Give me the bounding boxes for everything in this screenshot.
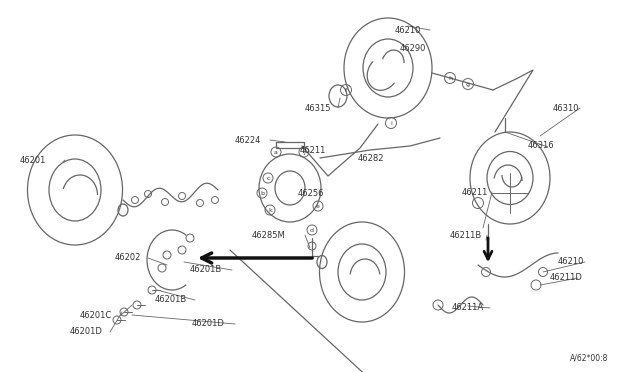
Text: 46210: 46210 [395, 26, 421, 35]
Text: 46224: 46224 [235, 135, 261, 144]
Text: 46211: 46211 [300, 145, 326, 154]
Text: 46210: 46210 [558, 257, 584, 266]
Text: 46211A: 46211A [452, 304, 484, 312]
Text: j: j [303, 150, 305, 154]
Text: 46290: 46290 [400, 44, 426, 52]
Text: 46315: 46315 [305, 103, 332, 112]
Text: 46282: 46282 [358, 154, 385, 163]
Text: f: f [345, 87, 347, 93]
Text: d: d [310, 228, 314, 232]
Text: 46201B: 46201B [155, 295, 188, 305]
Text: k: k [268, 208, 272, 212]
Text: i: i [390, 121, 392, 125]
Text: A/62*00:8: A/62*00:8 [570, 353, 608, 362]
Text: a: a [274, 150, 278, 154]
Text: 46256: 46256 [298, 189, 324, 198]
Text: 46211: 46211 [462, 187, 488, 196]
Text: 46310: 46310 [553, 103, 579, 112]
Text: h: h [448, 76, 452, 80]
Text: b: b [260, 190, 264, 196]
Text: 46316: 46316 [528, 141, 555, 150]
Text: 46201D: 46201D [70, 327, 103, 337]
Text: 46201D: 46201D [192, 320, 225, 328]
Text: 46202: 46202 [115, 253, 141, 263]
Text: 46211D: 46211D [550, 273, 583, 282]
Text: 46211B: 46211B [450, 231, 483, 240]
Text: g: g [466, 81, 470, 87]
Text: 46285M: 46285M [252, 231, 285, 240]
Text: 46201C: 46201C [80, 311, 112, 321]
Text: 46201: 46201 [20, 155, 46, 164]
Text: 46201B: 46201B [190, 266, 222, 275]
Text: e: e [316, 203, 320, 208]
Text: c: c [266, 176, 269, 180]
